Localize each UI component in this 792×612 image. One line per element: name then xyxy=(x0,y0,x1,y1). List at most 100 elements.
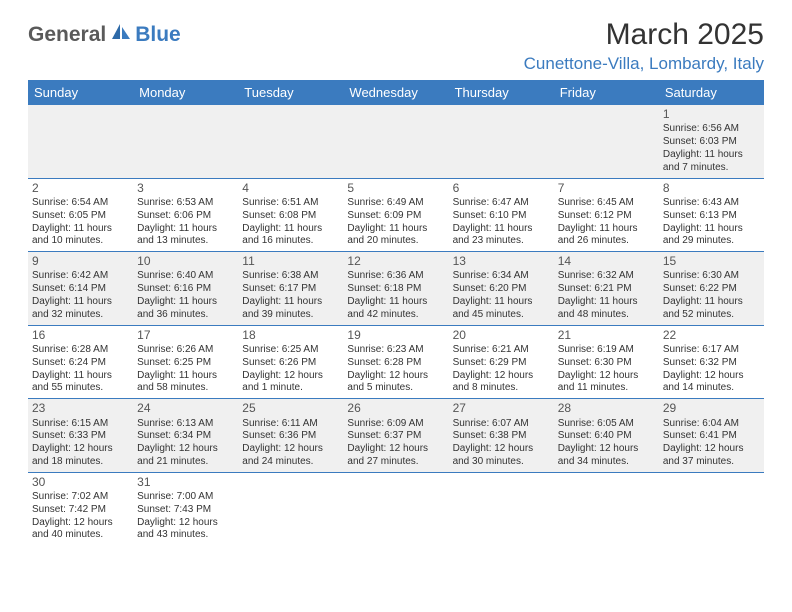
daylight-text: Daylight: 12 hours and 30 minutes. xyxy=(453,443,550,469)
calendar-day-cell: 25Sunrise: 6:11 AMSunset: 6:36 PMDayligh… xyxy=(238,399,343,473)
calendar-day-cell: 23Sunrise: 6:15 AMSunset: 6:33 PMDayligh… xyxy=(28,399,133,473)
sunset-text: Sunset: 6:33 PM xyxy=(32,430,129,443)
day-number: 21 xyxy=(558,328,655,343)
weekday-header: Sunday xyxy=(28,80,133,105)
calendar-day-cell xyxy=(28,105,133,178)
calendar-day-cell: 13Sunrise: 6:34 AMSunset: 6:20 PMDayligh… xyxy=(449,252,554,326)
sunset-text: Sunset: 6:24 PM xyxy=(32,357,129,370)
day-number: 3 xyxy=(137,181,234,196)
sunrise-text: Sunrise: 6:05 AM xyxy=(558,418,655,431)
calendar-table: Sunday Monday Tuesday Wednesday Thursday… xyxy=(28,80,764,545)
sunrise-text: Sunrise: 6:04 AM xyxy=(663,418,760,431)
calendar-body: 1Sunrise: 6:56 AMSunset: 6:03 PMDaylight… xyxy=(28,105,764,545)
calendar-day-cell: 30Sunrise: 7:02 AMSunset: 7:42 PMDayligh… xyxy=(28,472,133,545)
sunrise-text: Sunrise: 6:28 AM xyxy=(32,344,129,357)
sunset-text: Sunset: 7:42 PM xyxy=(32,504,129,517)
sunrise-text: Sunrise: 6:38 AM xyxy=(242,270,339,283)
calendar-week-row: 23 Sunrise: 6:15 AMSunset: 6:33 PM Dayligh… xyxy=(28,399,764,473)
calendar-day-cell: 19Sunrise: 6:23 AMSunset: 6:28 PMDayligh… xyxy=(343,325,448,399)
calendar-day-cell: 29Sunrise: 6:04 AMSunset: 6:41 PMDayligh… xyxy=(659,399,764,473)
daylight-text: Daylight: 12 hours and 27 minutes. xyxy=(347,443,444,469)
sunrise-text: Sunrise: 6:40 AM xyxy=(137,270,234,283)
sunset-text: Sunset: 6:13 PM xyxy=(663,210,760,223)
day-number: 30 xyxy=(32,475,129,490)
day-number: 2 xyxy=(32,181,129,196)
daylight-text: Daylight: 11 hours and 42 minutes. xyxy=(347,296,444,322)
sunrise-text: Sunrise: 7:02 AM xyxy=(32,491,129,504)
daylight-text: Daylight: 12 hours and 34 minutes. xyxy=(558,443,655,469)
daylight-text: Daylight: 12 hours and 1 minute. xyxy=(242,370,339,396)
weekday-header: Friday xyxy=(554,80,659,105)
calendar-day-cell: 3Sunrise: 6:53 AMSunset: 6:06 PMDaylight… xyxy=(133,178,238,252)
sunrise-text: Sunrise: 6:09 AM xyxy=(347,418,444,431)
calendar-day-cell: 20Sunrise: 6:21 AMSunset: 6:29 PMDayligh… xyxy=(449,325,554,399)
day-number: 11 xyxy=(242,254,339,269)
sunrise-text: Sunrise: 6:15 AM xyxy=(32,418,129,431)
day-number: 18 xyxy=(242,328,339,343)
day-number: 13 xyxy=(453,254,550,269)
sunset-text: Sunset: 6:40 PM xyxy=(558,430,655,443)
calendar-day-cell: 9Sunrise: 6:42 AMSunset: 6:14 PMDaylight… xyxy=(28,252,133,326)
weekday-header-row: Sunday Monday Tuesday Wednesday Thursday… xyxy=(28,80,764,105)
daylight-text: Daylight: 12 hours and 8 minutes. xyxy=(453,370,550,396)
daylight-text: Daylight: 11 hours and 16 minutes. xyxy=(242,223,339,249)
calendar-day-cell: 4Sunrise: 6:51 AMSunset: 6:08 PMDaylight… xyxy=(238,178,343,252)
calendar-day-cell: 18Sunrise: 6:25 AMSunset: 6:26 PMDayligh… xyxy=(238,325,343,399)
calendar-day-cell: 17Sunrise: 6:26 AMSunset: 6:25 PMDayligh… xyxy=(133,325,238,399)
daylight-text: Daylight: 11 hours and 13 minutes. xyxy=(137,223,234,249)
sunset-text: Sunset: 6:14 PM xyxy=(32,283,129,296)
calendar-day-cell xyxy=(238,472,343,545)
day-number: 26 xyxy=(347,401,444,416)
sunrise-text: Sunrise: 6:32 AM xyxy=(558,270,655,283)
calendar-day-cell: 21Sunrise: 6:19 AMSunset: 6:30 PMDayligh… xyxy=(554,325,659,399)
sunrise-text: Sunrise: 6:43 AM xyxy=(663,197,760,210)
sunset-text: Sunset: 6:36 PM xyxy=(242,430,339,443)
daylight-text: Daylight: 12 hours and 40 minutes. xyxy=(32,517,129,543)
logo-text-main: General xyxy=(28,23,106,47)
day-number: 19 xyxy=(347,328,444,343)
sunset-text: Sunset: 6:21 PM xyxy=(558,283,655,296)
calendar-day-cell: 7Sunrise: 6:45 AMSunset: 6:12 PMDaylight… xyxy=(554,178,659,252)
sunset-text: Sunset: 6:26 PM xyxy=(242,357,339,370)
day-number: 23 xyxy=(32,401,129,416)
sunrise-text: Sunrise: 7:00 AM xyxy=(137,491,234,504)
daylight-text: Daylight: 11 hours and 26 minutes. xyxy=(558,223,655,249)
sunrise-text: Sunrise: 6:26 AM xyxy=(137,344,234,357)
month-title: March 2025 xyxy=(524,18,764,52)
weekday-header: Thursday xyxy=(449,80,554,105)
calendar-day-cell: 1Sunrise: 6:56 AMSunset: 6:03 PMDaylight… xyxy=(659,105,764,178)
day-number: 28 xyxy=(558,401,655,416)
sunrise-text: Sunrise: 6:23 AM xyxy=(347,344,444,357)
calendar-day-cell xyxy=(343,472,448,545)
title-block: March 2025 Cunettone-Villa, Lombardy, It… xyxy=(524,18,764,74)
daylight-text: Daylight: 11 hours and 45 minutes. xyxy=(453,296,550,322)
day-number: 31 xyxy=(137,475,234,490)
daylight-text: Daylight: 12 hours and 5 minutes. xyxy=(347,370,444,396)
sunrise-text: Sunrise: 6:13 AM xyxy=(137,418,234,431)
calendar-day-cell: 22Sunrise: 6:17 AMSunset: 6:32 PMDayligh… xyxy=(659,325,764,399)
sunrise-text: Sunrise: 6:19 AM xyxy=(558,344,655,357)
sunset-text: Sunset: 6:17 PM xyxy=(242,283,339,296)
sunset-text: Sunset: 6:22 PM xyxy=(663,283,760,296)
header: General Blue March 2025 Cunettone-Villa,… xyxy=(28,18,764,74)
day-number: 5 xyxy=(347,181,444,196)
day-number: 22 xyxy=(663,328,760,343)
sunrise-text: Sunrise: 6:11 AM xyxy=(242,418,339,431)
calendar-day-cell: 15Sunrise: 6:30 AMSunset: 6:22 PMDayligh… xyxy=(659,252,764,326)
calendar-day-cell: 28 Sunrise: 6:05 AMSunset: 6:40 PMDayligh… xyxy=(554,399,659,473)
calendar-day-cell xyxy=(449,105,554,178)
day-number: 12 xyxy=(347,254,444,269)
calendar-day-cell xyxy=(133,105,238,178)
calendar-day-cell: 26Sunrise: 6:09 AMSunset: 6:37 PMDayligh… xyxy=(343,399,448,473)
calendar-week-row: 1Sunrise: 6:56 AMSunset: 6:03 PMDaylight… xyxy=(28,105,764,178)
location: Cunettone-Villa, Lombardy, Italy xyxy=(524,54,764,74)
sunrise-text: Sunrise: 6:51 AM xyxy=(242,197,339,210)
day-number: 8 xyxy=(663,181,760,196)
calendar-week-row: 9Sunrise: 6:42 AMSunset: 6:14 PMDaylight… xyxy=(28,252,764,326)
sunrise-text: Sunrise: 6:34 AM xyxy=(453,270,550,283)
calendar-day-cell: 16Sunrise: 6:28 AMSunset: 6:24 PMDayligh… xyxy=(28,325,133,399)
logo-text-accent: Blue xyxy=(135,23,181,47)
sunrise-text: Sunrise: 6:07 AM xyxy=(453,418,550,431)
calendar-day-cell xyxy=(659,472,764,545)
sunset-text: Sunset: 6:20 PM xyxy=(453,283,550,296)
